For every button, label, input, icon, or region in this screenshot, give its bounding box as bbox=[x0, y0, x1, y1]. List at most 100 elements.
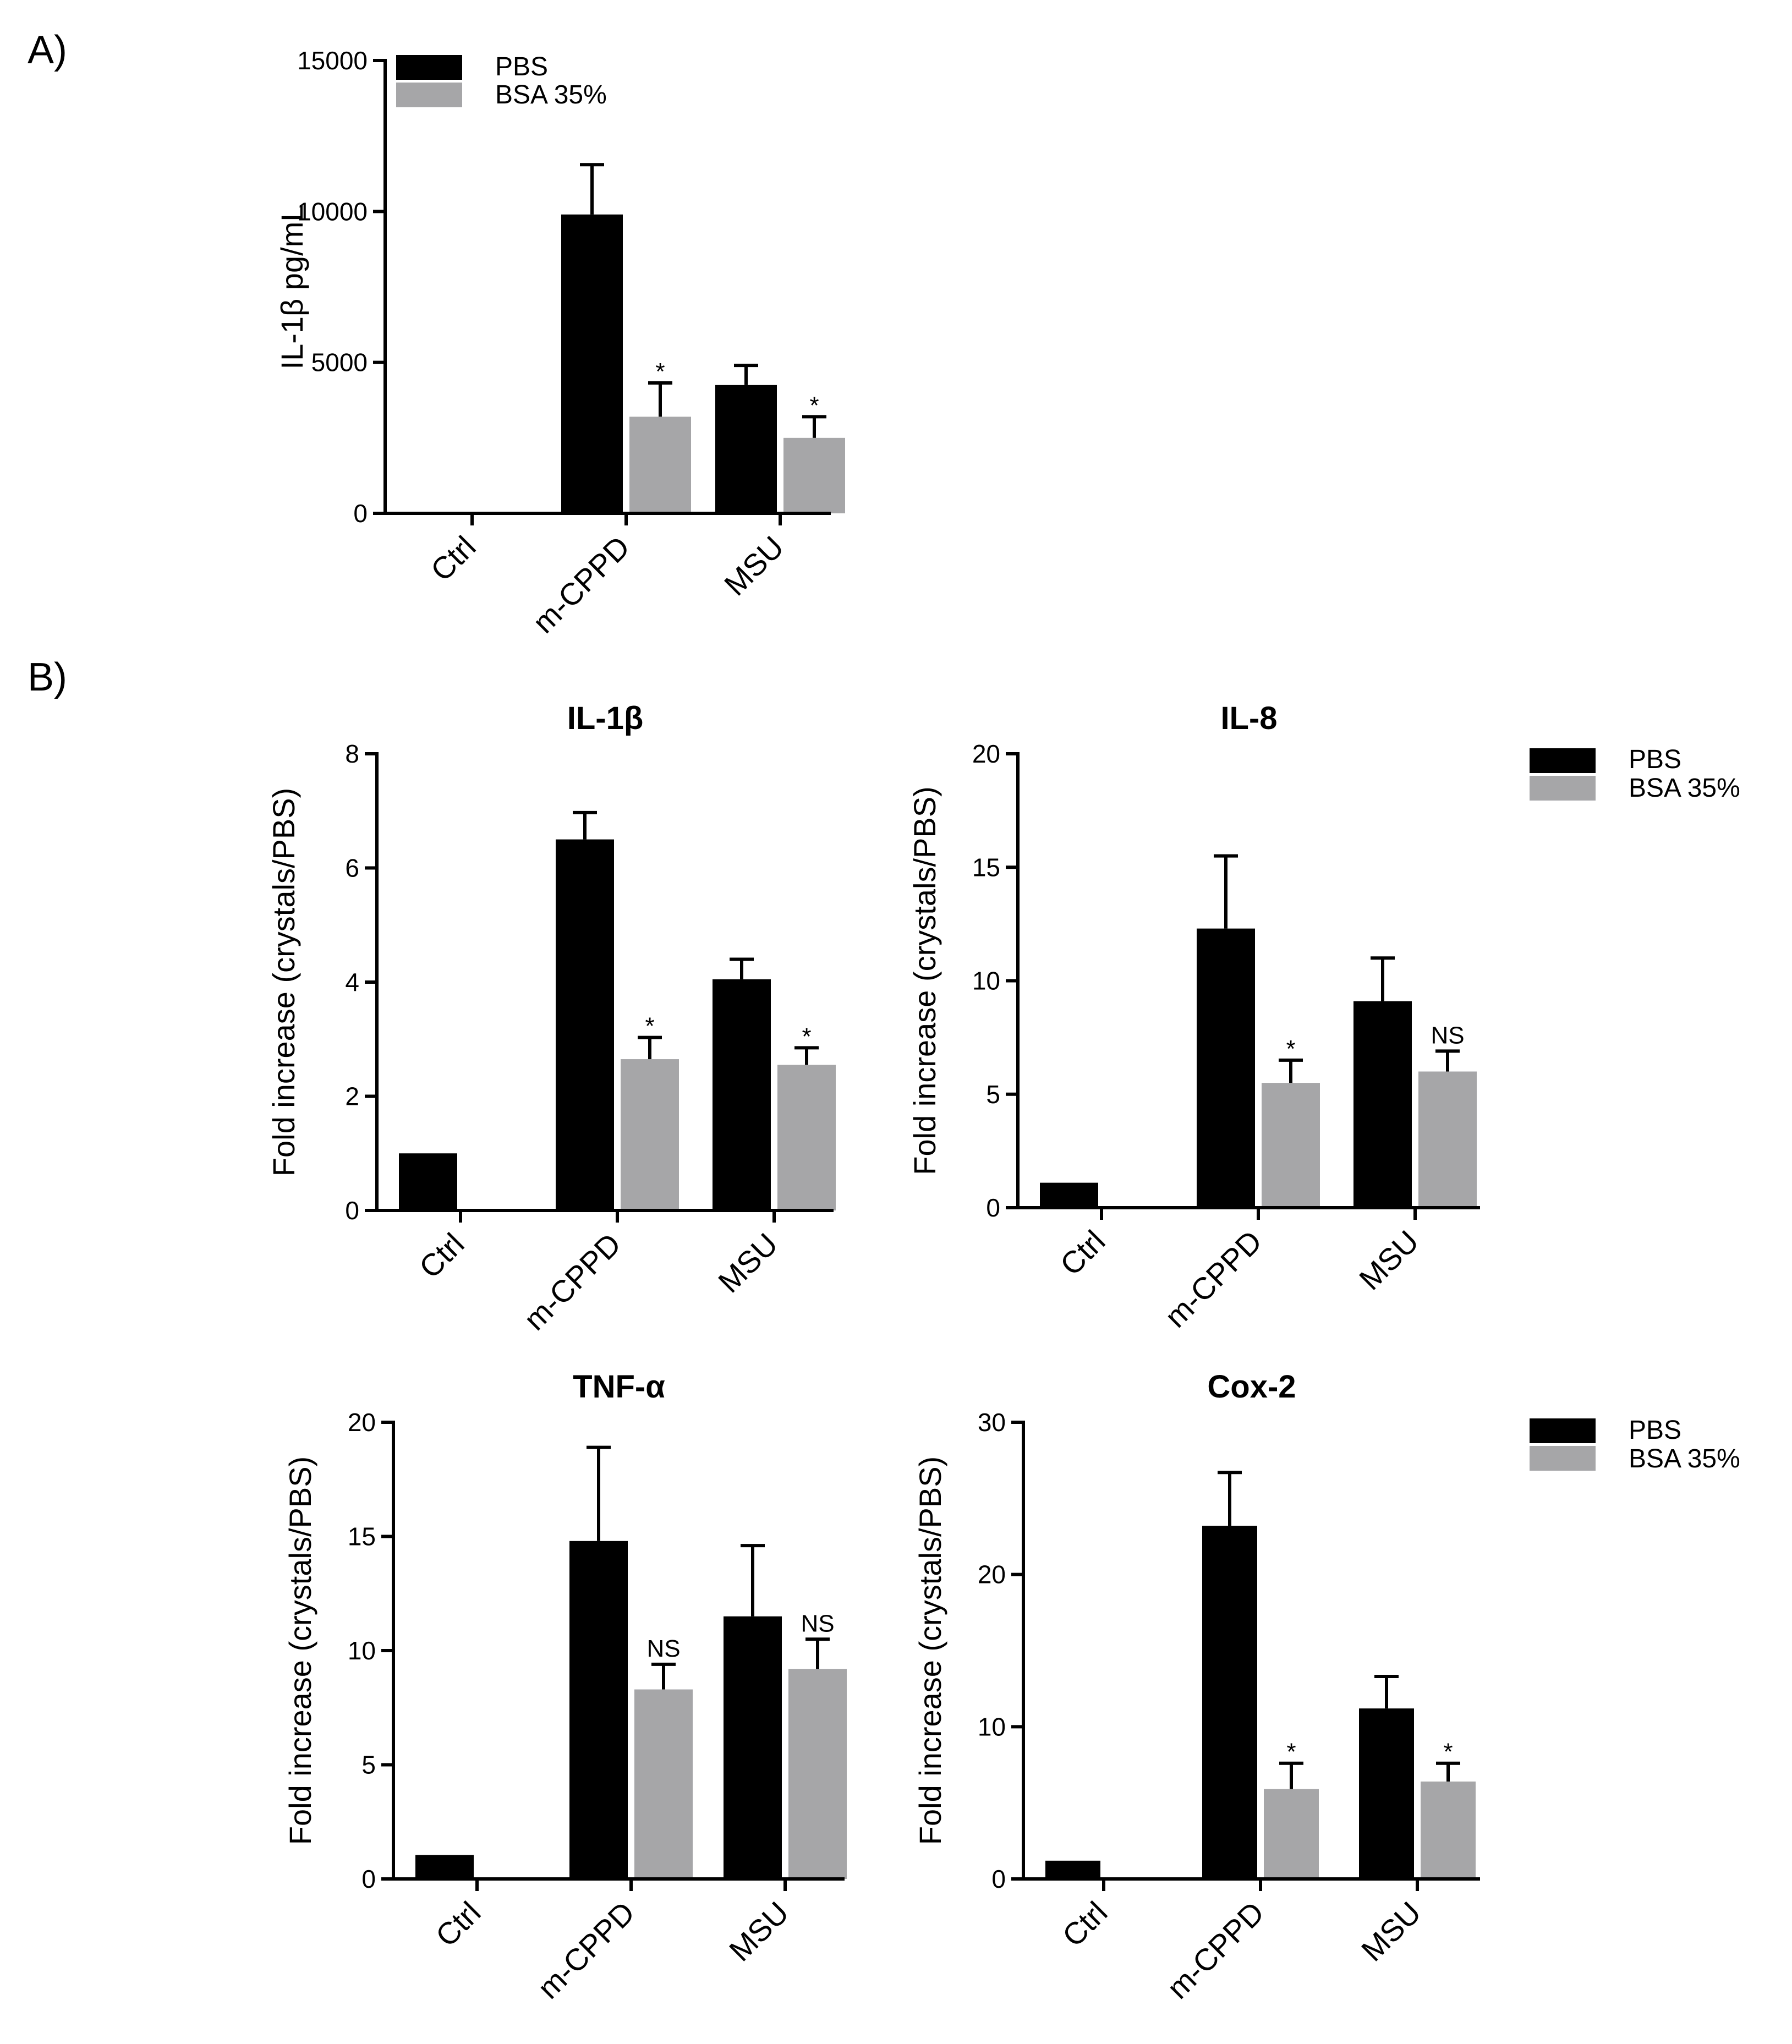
x-tick-label: MSU bbox=[711, 1226, 785, 1300]
y-tick-label: 4 bbox=[345, 968, 359, 996]
bar-pbs-m-cppd bbox=[569, 1541, 628, 1879]
bar-pbs-msu bbox=[713, 979, 771, 1210]
x-tick-label: MSU bbox=[717, 529, 791, 602]
legend-swatch-pbs bbox=[396, 55, 462, 80]
significance-star: * bbox=[809, 392, 819, 419]
x-tick-label: m-CPPD bbox=[1160, 1895, 1271, 2005]
y-tick-label: 0 bbox=[361, 1865, 376, 1893]
y-tick-label: 15 bbox=[348, 1522, 376, 1551]
y-tick-label: 10 bbox=[972, 967, 1000, 995]
y-tick-label: 5000 bbox=[311, 348, 368, 377]
bar-pbs-m-cppd bbox=[556, 839, 614, 1210]
y-tick-label: 20 bbox=[348, 1408, 376, 1437]
legend-swatch-bsa bbox=[1530, 776, 1596, 801]
significance-star: * bbox=[1286, 1035, 1295, 1062]
y-tick-label: 6 bbox=[345, 854, 359, 883]
y-tick-label: 15 bbox=[972, 853, 1000, 881]
y-tick-label: 10 bbox=[978, 1712, 1006, 1741]
y-tick-label: 5 bbox=[986, 1080, 1000, 1109]
y-tick-label: 5 bbox=[361, 1751, 376, 1779]
x-tick-label: MSU bbox=[1355, 1895, 1428, 1968]
legend-label-bsa: BSA 35% bbox=[495, 80, 607, 109]
x-tick-label: m-CPPD bbox=[526, 529, 637, 640]
y-axis-title: IL-1β pg/mL bbox=[275, 205, 309, 370]
bar-bsa-m-cppd bbox=[1262, 1083, 1320, 1208]
y-axis-title: Fold increase (crystals/PBS) bbox=[266, 788, 301, 1176]
significance-star: * bbox=[645, 1013, 654, 1040]
legend-b-top: PBS BSA 35% bbox=[1530, 745, 1740, 803]
bar-bsa-m-cppd bbox=[629, 417, 691, 513]
bar-pbs-msu bbox=[715, 385, 777, 513]
legend-swatch-pbs bbox=[1530, 748, 1596, 773]
significance-star: * bbox=[802, 1023, 811, 1050]
panel-label-a: A) bbox=[28, 28, 67, 72]
significance-star: * bbox=[655, 358, 665, 385]
legend-swatch-bsa bbox=[396, 83, 462, 107]
y-tick-label: 20 bbox=[972, 739, 1000, 768]
x-tick-label: MSU bbox=[722, 1895, 796, 1968]
bar-pbs-m-cppd bbox=[1202, 1526, 1257, 1879]
bar-bsa-msu bbox=[1421, 1781, 1476, 1879]
chart-il1b-elisa: * * 0 5000 10000 15000 IL-1β pg/mL Ctrl m-CPPD MS… bbox=[275, 46, 845, 640]
legend-swatch-bsa bbox=[1530, 1446, 1596, 1471]
legend-label-bsa: BSA 35% bbox=[1629, 1444, 1740, 1473]
bar-bsa-m-cppd bbox=[1264, 1789, 1319, 1879]
bar-pbs-ctrl bbox=[399, 1153, 457, 1210]
y-axis-title: Fold increase (crystals/PBS) bbox=[907, 786, 942, 1175]
y-tick-label: 10000 bbox=[297, 197, 368, 226]
bar-bsa-m-cppd bbox=[621, 1059, 679, 1210]
bar-pbs-msu bbox=[1359, 1708, 1414, 1879]
chart-title: IL-1β bbox=[567, 700, 644, 736]
legend-label-bsa: BSA 35% bbox=[1629, 774, 1740, 803]
bar-pbs-ctrl bbox=[1045, 1860, 1100, 1879]
significance-ns: NS bbox=[646, 1635, 680, 1662]
y-tick-label: 0 bbox=[986, 1193, 1000, 1222]
y-tick-label: 15000 bbox=[297, 46, 368, 75]
chart-title: TNF-α bbox=[573, 1369, 665, 1405]
y-tick-label: 0 bbox=[991, 1865, 1006, 1893]
legend-label-pbs: PBS bbox=[1629, 745, 1681, 774]
significance-ns: NS bbox=[1431, 1022, 1464, 1049]
x-tick-label: Ctrl bbox=[424, 529, 482, 588]
legend-label-pbs: PBS bbox=[495, 52, 548, 81]
x-tick-label: m-CPPD bbox=[531, 1895, 642, 2005]
x-tick-label: m-CPPD bbox=[517, 1226, 628, 1337]
y-tick-label: 20 bbox=[978, 1560, 1006, 1589]
bar-pbs-msu bbox=[1353, 1001, 1412, 1208]
y-tick-label: 8 bbox=[345, 739, 359, 768]
y-tick-label: 2 bbox=[345, 1082, 359, 1111]
y-axis-title: Fold increase (crystals/PBS) bbox=[913, 1456, 947, 1845]
bar-bsa-msu bbox=[788, 1669, 847, 1879]
x-tick-label: Ctrl bbox=[412, 1226, 470, 1285]
bar-bsa-msu bbox=[777, 1065, 836, 1210]
y-tick-label: 0 bbox=[345, 1196, 359, 1225]
chart-tnfa-fold: TNF-α NS NS 0 5 10 15 20 Fold increase (crystals… bbox=[283, 1369, 847, 2005]
bar-bsa-msu bbox=[1418, 1071, 1477, 1208]
significance-ns: NS bbox=[801, 1610, 834, 1637]
chart-il8-fold: IL-8 * NS 0 5 10 15 20 Fold increase (crystals/P… bbox=[907, 700, 1480, 1334]
bar-bsa-msu bbox=[783, 437, 845, 513]
legend-a: PBS BSA 35% bbox=[396, 52, 607, 109]
chart-cox2-fold: Cox-2 * * 0 10 20 30 Fold increase (crystals/PB… bbox=[913, 1369, 1480, 2005]
legend-label-pbs: PBS bbox=[1629, 1416, 1681, 1445]
chart-title: IL-8 bbox=[1220, 700, 1277, 736]
bar-bsa-m-cppd bbox=[634, 1689, 693, 1879]
legend-swatch-pbs bbox=[1530, 1418, 1596, 1443]
y-tick-label: 0 bbox=[353, 499, 368, 528]
x-tick-label: m-CPPD bbox=[1158, 1224, 1269, 1334]
x-tick-label: Ctrl bbox=[1055, 1895, 1114, 1953]
bar-pbs-msu bbox=[724, 1616, 782, 1879]
significance-star: * bbox=[1286, 1739, 1296, 1766]
bar-pbs-m-cppd bbox=[1197, 928, 1255, 1208]
x-tick-label: Ctrl bbox=[1053, 1224, 1111, 1282]
bar-pbs-ctrl bbox=[415, 1855, 474, 1879]
panel-label-b: B) bbox=[28, 655, 67, 699]
bar-pbs-m-cppd bbox=[561, 214, 623, 513]
chart-il1b-fold: IL-1β * * 0 2 4 6 8 Fold increase (crystals/PBS)… bbox=[266, 700, 836, 1337]
y-tick-label: 30 bbox=[978, 1408, 1006, 1437]
bar-pbs-ctrl bbox=[1040, 1182, 1098, 1208]
y-tick-label: 10 bbox=[348, 1636, 376, 1665]
x-tick-label: MSU bbox=[1352, 1224, 1426, 1297]
significance-star: * bbox=[1443, 1739, 1453, 1766]
